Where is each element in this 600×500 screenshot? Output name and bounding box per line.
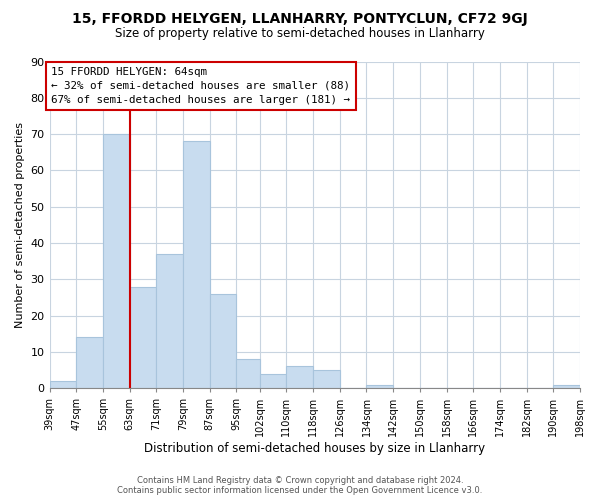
Bar (553, 384, 580, 388)
Bar (103, 134, 130, 388)
Bar (76, 338, 103, 388)
Bar (313, 370, 340, 388)
Bar (367, 384, 393, 388)
Bar (260, 374, 286, 388)
Text: 15, FFORDD HELYGEN, LLANHARRY, PONTYCLUN, CF72 9GJ: 15, FFORDD HELYGEN, LLANHARRY, PONTYCLUN… (72, 12, 528, 26)
Text: Size of property relative to semi-detached houses in Llanharry: Size of property relative to semi-detach… (115, 28, 485, 40)
Text: Contains HM Land Registry data © Crown copyright and database right 2024.
Contai: Contains HM Land Registry data © Crown c… (118, 476, 482, 495)
Text: 15 FFORDD HELYGEN: 64sqm
← 32% of semi-detached houses are smaller (88)
67% of s: 15 FFORDD HELYGEN: 64sqm ← 32% of semi-d… (51, 67, 350, 105)
Bar (286, 366, 313, 388)
Bar (130, 286, 157, 388)
Bar (209, 294, 236, 388)
Bar (157, 254, 183, 388)
Y-axis label: Number of semi-detached properties: Number of semi-detached properties (15, 122, 25, 328)
X-axis label: Distribution of semi-detached houses by size in Llanharry: Distribution of semi-detached houses by … (144, 442, 485, 455)
Bar (183, 142, 209, 388)
Bar (236, 359, 260, 388)
Bar (50, 381, 76, 388)
